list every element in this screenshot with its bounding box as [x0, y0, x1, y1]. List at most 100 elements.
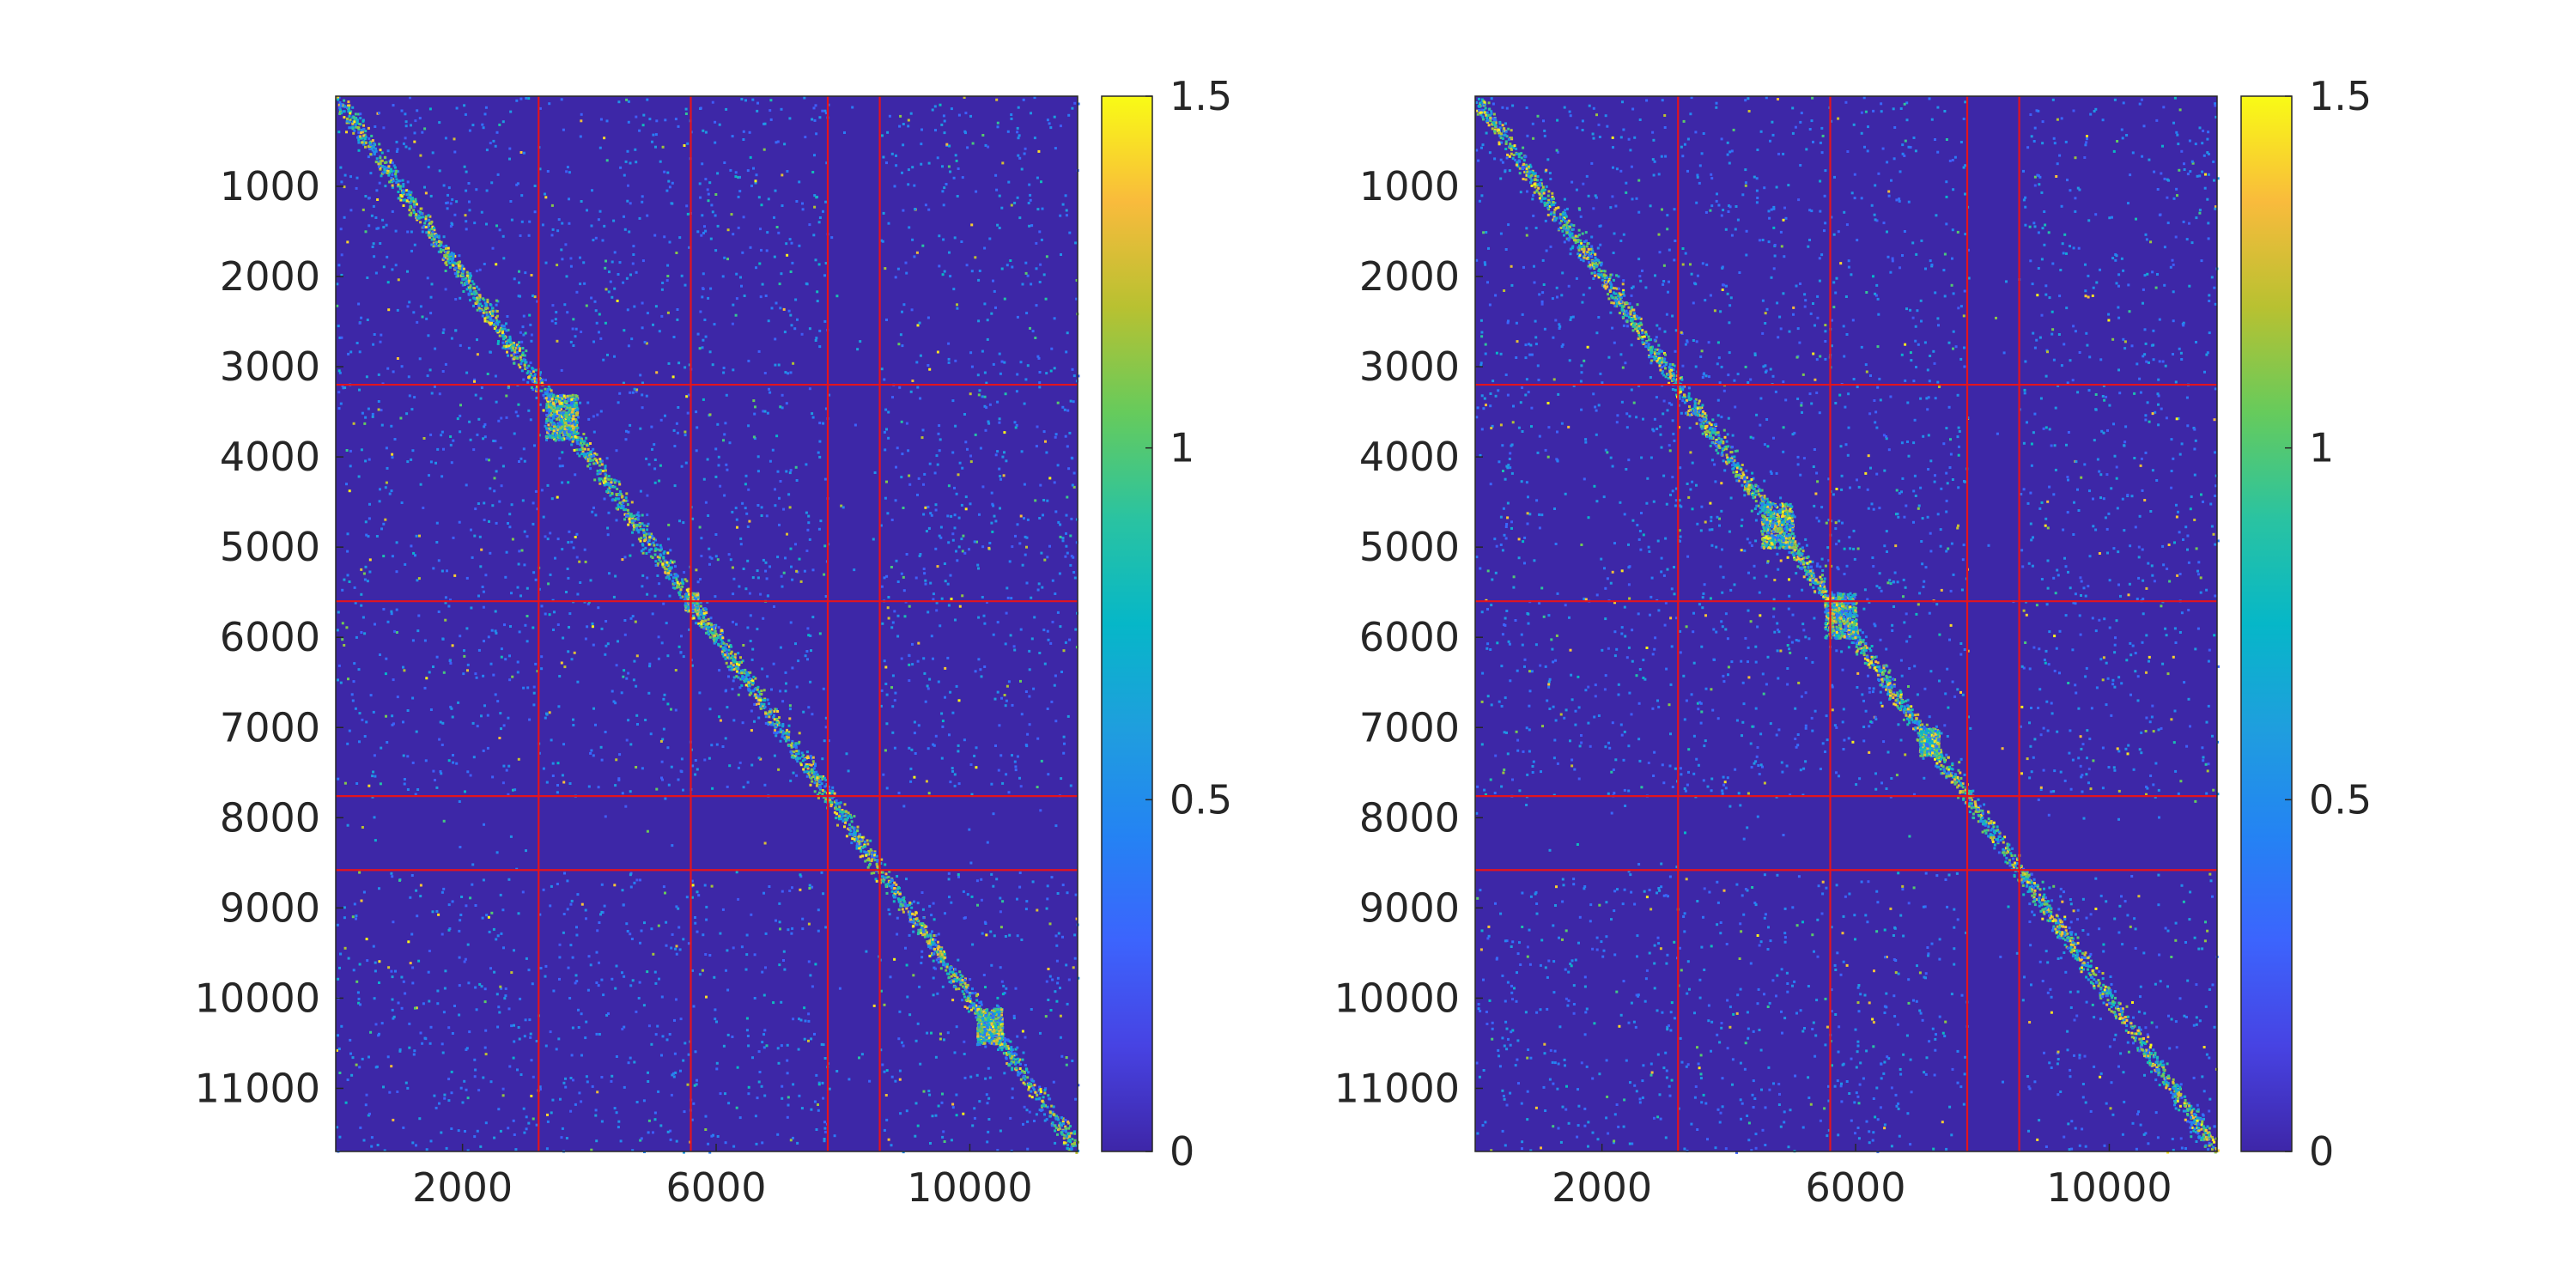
heatmap-cell	[490, 181, 494, 185]
heatmap-cell	[809, 755, 812, 758]
heatmap-cell	[714, 636, 718, 640]
heatmap-cell	[1028, 649, 1031, 653]
heatmap-cell	[999, 1021, 1002, 1024]
heatmap-cell	[498, 328, 501, 331]
heatmap-cell	[349, 118, 352, 121]
heatmap-cell	[357, 302, 361, 306]
heatmap-cell	[457, 274, 460, 277]
heatmap-cell	[748, 693, 751, 696]
heatmap-cell	[430, 234, 434, 238]
heatmap-cell	[963, 738, 966, 742]
heatmap-cell	[618, 753, 622, 756]
heatmap-cell	[955, 979, 958, 982]
heatmap-cell	[791, 261, 794, 264]
heatmap-cell	[558, 434, 561, 437]
heatmap-cell	[741, 675, 744, 678]
heatmap-cell	[684, 609, 688, 611]
heatmap-cell	[630, 515, 634, 518]
heatmap-cell	[365, 375, 368, 379]
heatmap-cell	[567, 576, 570, 580]
heatmap-cell	[546, 419, 550, 422]
heatmap-cell	[860, 835, 864, 839]
heatmap-cell	[632, 528, 635, 532]
heatmap-cell	[870, 849, 873, 853]
heatmap-cell	[1054, 1127, 1058, 1130]
heatmap-cell	[384, 486, 387, 489]
heatmap-cell	[367, 1114, 370, 1117]
heatmap-cell	[687, 590, 690, 593]
heatmap-cell	[681, 585, 684, 588]
heatmap-cell	[901, 310, 903, 313]
heatmap-cell	[696, 614, 700, 617]
heatmap-cell	[999, 1039, 1001, 1042]
heatmap-cell	[1052, 1080, 1055, 1084]
heatmap-cell	[1056, 464, 1060, 467]
heatmap-cell	[376, 198, 380, 201]
heatmap-cell	[429, 222, 433, 225]
heatmap-cell	[671, 1073, 674, 1077]
heatmap-cell	[856, 825, 860, 829]
heatmap-cell	[465, 288, 469, 291]
heatmap-cell	[747, 1092, 750, 1096]
heatmap-cell	[359, 117, 362, 120]
heatmap-cell	[1042, 513, 1044, 517]
heatmap-cell	[409, 962, 412, 965]
heatmap-cell	[888, 870, 891, 873]
heatmap-cell	[607, 511, 611, 514]
heatmap-cell	[480, 210, 483, 214]
heatmap-cell	[992, 1025, 994, 1029]
heatmap-cell	[561, 416, 564, 419]
heatmap-cell	[750, 691, 753, 695]
heatmap-cell	[647, 543, 651, 546]
heatmap-cell	[838, 802, 841, 805]
heatmap-cell	[835, 1070, 839, 1072]
heatmap-cell	[617, 497, 620, 501]
heatmap-cell	[605, 457, 609, 460]
heatmap-cell	[702, 623, 706, 625]
heatmap-cell	[936, 953, 939, 956]
heatmap-cell	[726, 706, 729, 709]
heatmap-cell	[566, 431, 569, 434]
heatmap-cell	[645, 394, 648, 398]
heatmap-cell	[674, 575, 677, 579]
heatmap-cell	[361, 137, 364, 140]
heatmap-cell	[633, 881, 636, 884]
heatmap-cell	[705, 631, 708, 635]
heatmap-cell	[779, 739, 782, 743]
heatmap-cell	[738, 585, 741, 588]
heatmap-cell	[595, 453, 598, 456]
heatmap-cell	[872, 1004, 876, 1007]
heatmap-cell	[510, 341, 513, 344]
heatmap-cell	[633, 526, 635, 529]
heatmap-cell	[1006, 1052, 1010, 1055]
heatmap-cell	[764, 712, 768, 715]
heatmap-cell	[629, 513, 633, 516]
heatmap-cell	[1028, 1081, 1031, 1084]
heatmap-cell	[547, 394, 550, 398]
heatmap-cell	[702, 613, 706, 617]
heatmap-cell	[490, 307, 494, 310]
heatmap-cell	[338, 336, 342, 339]
heatmap-cell	[902, 805, 906, 808]
heatmap-cell	[907, 904, 910, 908]
heatmap-cell	[625, 922, 629, 926]
heatmap-cell	[785, 739, 787, 743]
heatmap-cell	[402, 189, 405, 192]
heatmap-cell	[640, 537, 643, 540]
heatmap-cell	[958, 981, 962, 984]
heatmap-cell	[675, 1139, 678, 1143]
heatmap-cell	[1070, 1145, 1073, 1149]
heatmap-cell	[409, 191, 411, 194]
heatmap-cell	[999, 754, 1003, 757]
heatmap-cell	[515, 99, 519, 102]
heatmap-cell	[641, 195, 644, 198]
heatmap-cell	[686, 595, 690, 598]
heatmap-cell	[749, 614, 752, 617]
heatmap-cell	[409, 206, 412, 209]
heatmap-cell	[424, 226, 428, 229]
heatmap-cell	[666, 575, 670, 579]
heatmap-cell	[788, 708, 792, 711]
heatmap-cell	[979, 1018, 982, 1022]
heatmap-cell	[469, 289, 472, 293]
